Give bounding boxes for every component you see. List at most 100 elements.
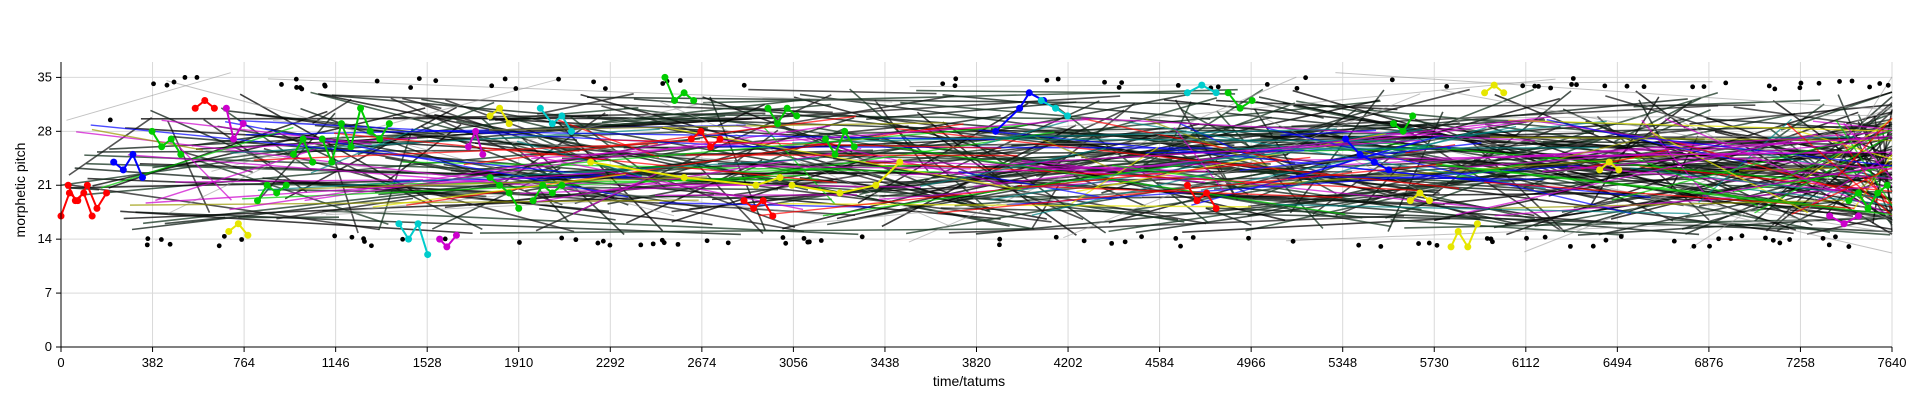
background-note-line <box>1163 99 1785 166</box>
x-tick-label: 5348 <box>1328 355 1357 370</box>
edge-note-point <box>1190 235 1196 240</box>
edge-note-point <box>299 86 305 92</box>
edge-note-point <box>1524 235 1529 241</box>
background-note-line <box>537 93 634 115</box>
series-line <box>664 77 695 103</box>
x-tick-label: 7258 <box>1786 355 1815 370</box>
edge-note-point <box>1536 83 1541 89</box>
series-point <box>177 150 185 158</box>
edge-note-point <box>502 76 508 82</box>
edge-note-point <box>650 241 656 247</box>
colored-note-line <box>129 199 699 206</box>
x-tick-label: 3438 <box>870 355 899 370</box>
background-note-line <box>1548 91 1893 197</box>
edge-note-point <box>1618 234 1624 239</box>
edge-note-point <box>1490 239 1495 245</box>
colored-note-line <box>1567 165 1852 192</box>
edge-note-point <box>1690 84 1696 90</box>
colored-note-line <box>257 157 820 192</box>
series-point <box>210 104 218 112</box>
edge-note-point <box>1520 83 1526 89</box>
background-note-line <box>866 101 1077 120</box>
outlier-note-line <box>1441 89 1893 174</box>
series-point <box>452 231 460 239</box>
edge-note-point <box>1173 236 1179 241</box>
edge-note-point <box>1820 235 1826 241</box>
series-point <box>1356 150 1364 158</box>
background-note-line <box>402 97 442 110</box>
colored-note-line <box>736 124 1002 184</box>
series-point <box>385 120 393 128</box>
colored-note-line <box>1619 133 1893 167</box>
colored-note-line <box>1437 163 1846 209</box>
edge-note-point <box>164 82 170 88</box>
colored-note-line <box>1508 119 1893 132</box>
series-point <box>158 143 166 151</box>
series-point <box>486 174 494 182</box>
colored-note-line <box>1276 203 1690 215</box>
colored-note-line <box>1285 126 1487 189</box>
edge-note-point <box>1426 240 1432 246</box>
series-point <box>548 189 556 197</box>
edge-note-point <box>1044 77 1050 83</box>
colored-note-line <box>1009 163 1206 184</box>
y-tick-label: 35 <box>38 69 52 84</box>
background-note-line <box>123 193 714 220</box>
series-point <box>1883 181 1891 189</box>
series-point <box>1845 197 1853 205</box>
series-point <box>263 181 271 189</box>
series-point <box>103 189 111 197</box>
outlier-note-line <box>66 72 231 121</box>
series-point <box>1203 189 1211 197</box>
colored-note-line <box>1245 116 1551 153</box>
colored-note-line <box>1542 141 1867 173</box>
edge-note-point <box>1568 243 1573 249</box>
series-line <box>256 183 287 202</box>
series-point <box>1212 204 1220 212</box>
edge-note-point <box>573 237 579 243</box>
edge-note-point <box>293 76 299 82</box>
series-point <box>706 143 714 151</box>
series-line <box>151 130 182 155</box>
x-tick-label: 4966 <box>1237 355 1266 370</box>
series-point <box>129 150 137 158</box>
colored-note-line <box>253 142 658 161</box>
edge-note-point <box>1246 235 1251 241</box>
background-note-line <box>318 92 510 135</box>
edge-note-point <box>725 240 731 246</box>
background-note-line <box>228 183 779 191</box>
background-note-line <box>1598 171 1893 236</box>
background-note-line <box>1132 102 1296 166</box>
background-note-line <box>948 215 1405 234</box>
series-point <box>244 231 252 239</box>
background-note-line <box>1353 104 1756 107</box>
edge-note-point <box>1766 83 1772 89</box>
series-point <box>850 143 858 151</box>
background-note-line <box>1768 143 1893 223</box>
series-point <box>1183 89 1191 97</box>
edge-note-point <box>1548 85 1554 91</box>
edge-note-point <box>660 81 666 86</box>
series-line <box>489 176 520 209</box>
colored-note-line <box>310 127 418 174</box>
edge-note-point <box>1139 234 1144 240</box>
edge-note-point <box>1102 79 1107 85</box>
series-line <box>398 221 429 255</box>
edge-note-point <box>1739 233 1745 239</box>
y-tick-label: 7 <box>45 285 52 300</box>
series-point <box>464 143 472 151</box>
y-tick-label: 21 <box>38 177 52 192</box>
colored-note-line <box>685 154 1018 157</box>
edge-note-point <box>559 235 565 241</box>
colored-note-line <box>1449 135 1893 170</box>
edge-note-point <box>239 237 245 242</box>
series-point <box>831 150 839 158</box>
series-point <box>505 189 513 197</box>
series-point <box>769 212 777 220</box>
series-point <box>1854 189 1862 197</box>
edge-note-point <box>144 242 150 248</box>
series-point <box>254 197 262 205</box>
series-point <box>687 135 695 143</box>
background-note-line <box>1023 195 1185 223</box>
series-point <box>496 181 504 189</box>
